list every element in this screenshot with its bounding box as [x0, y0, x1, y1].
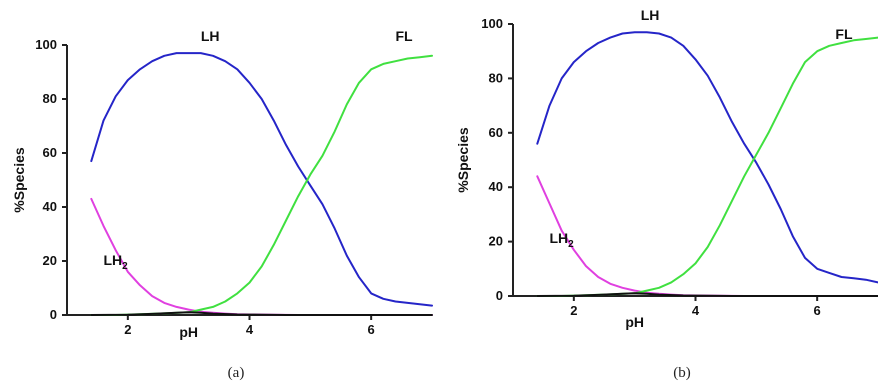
y-tick-label: 80 [489, 70, 503, 85]
x-tick-label: 6 [368, 322, 375, 337]
series-label-lh: LH [201, 28, 220, 44]
y-tick-label: 0 [50, 307, 57, 322]
y-tick-label: 100 [481, 16, 503, 31]
series-label-lh: LH [641, 7, 660, 23]
x-tick-label: 2 [124, 322, 131, 337]
y-tick-label: 20 [489, 234, 503, 249]
series-line-lh [536, 31, 878, 284]
panel-a: 0 20 40 60 80 100 2 4 6 pH %Species LH LH2 FL (a) [11, 28, 433, 381]
y-axis-title: %Species [11, 147, 27, 213]
x-axis-title: pH [625, 314, 644, 330]
panel-b: 0 20 40 60 80 100 2 4 6 pH %Species LH LH2 FL (b) [455, 7, 878, 381]
y-tick-label: 60 [43, 145, 57, 160]
x-tick-label: 4 [246, 322, 254, 337]
y-axis-title: %Species [455, 127, 471, 193]
series-line-lh [90, 52, 433, 307]
y-tick-label: 60 [489, 125, 503, 140]
y-tick-label: 100 [35, 37, 57, 52]
panel-caption: (b) [673, 365, 691, 381]
x-tick-label: 4 [692, 303, 700, 318]
series-label-lh2: LH2 [550, 230, 575, 250]
series-line-minor-species [536, 292, 878, 297]
series-line-lh2 [536, 175, 878, 297]
y-tick-label: 20 [43, 253, 57, 268]
x-tick-label: 2 [570, 303, 577, 318]
y-tick-label: 80 [43, 91, 57, 106]
y-tick-label: 40 [43, 199, 57, 214]
series-label-fl: FL [396, 28, 414, 44]
x-axis-title: pH [179, 324, 198, 340]
series-line-minor-species [90, 311, 433, 316]
series-label-fl: FL [835, 26, 853, 42]
series-line-fl [90, 54, 433, 316]
series-label-lh2: LH2 [104, 252, 129, 272]
x-tick-label: 6 [814, 303, 821, 318]
y-tick-label: 40 [489, 179, 503, 194]
panel-caption: (a) [228, 365, 245, 381]
y-tick-label: 0 [496, 288, 503, 303]
